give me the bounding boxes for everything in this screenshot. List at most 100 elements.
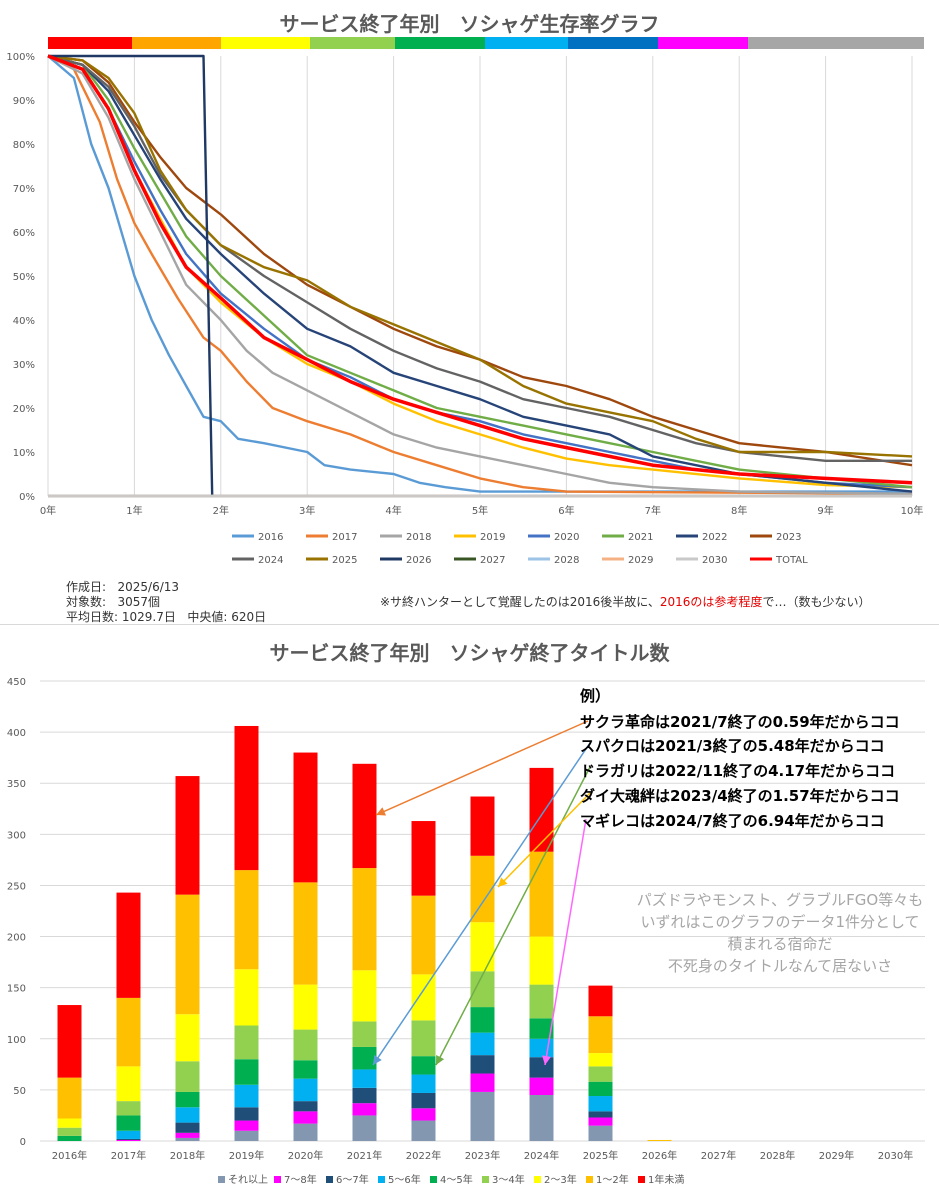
y-tick-label: 70% bbox=[13, 184, 35, 195]
bar-chart-panel: サービス終了年別 ソシャゲ終了タイトル数 0 50 100 150 200 250 300 3… bbox=[0, 624, 939, 1201]
annotation-arrowhead bbox=[373, 1055, 382, 1065]
legend-label: 2030 bbox=[702, 555, 727, 566]
annotation-arrow bbox=[375, 720, 589, 816]
x-tick-label: 2018年 bbox=[170, 1149, 205, 1162]
legend-label: 2017 bbox=[332, 532, 357, 543]
annotation-arrow bbox=[372, 742, 591, 1066]
color-bar-segment bbox=[221, 37, 310, 49]
bar-segment bbox=[57, 1077, 82, 1119]
bar-segment bbox=[352, 1087, 377, 1104]
bar-segment bbox=[470, 1091, 495, 1141]
y-tick-label: 60% bbox=[13, 228, 35, 239]
bar-segment bbox=[116, 1139, 141, 1141]
bar-segment bbox=[175, 894, 200, 1015]
color-bar-segment bbox=[748, 37, 924, 49]
bar-segment bbox=[647, 1139, 672, 1141]
legend-label: 2026 bbox=[406, 555, 431, 566]
x-tick-label: 10年 bbox=[901, 504, 924, 517]
x-tick-label: 2028年 bbox=[760, 1149, 795, 1162]
bar-segment bbox=[234, 725, 259, 871]
legend-label: 2020 bbox=[554, 532, 579, 543]
x-tick-label: 2020年 bbox=[288, 1149, 323, 1162]
legend-swatch bbox=[430, 1176, 437, 1183]
avg-label: 平均日数: bbox=[66, 610, 119, 624]
legend-label: 2023 bbox=[776, 532, 801, 543]
count-value: 3057個 bbox=[117, 595, 161, 609]
y-tick-label: 50% bbox=[13, 272, 35, 283]
bar-segment bbox=[293, 1101, 318, 1112]
bar-segment bbox=[175, 776, 200, 895]
y-tick-label: 200 bbox=[7, 933, 26, 944]
bar-segment bbox=[234, 1107, 259, 1121]
bar-segment bbox=[116, 892, 141, 998]
x-tick-label: 2021年 bbox=[347, 1149, 382, 1162]
bar-segment bbox=[529, 1018, 554, 1039]
bar-segment bbox=[411, 974, 436, 1021]
y-tick-label: 100% bbox=[6, 52, 35, 63]
annotation-arrow bbox=[435, 766, 591, 1066]
x-tick-label: 0年 bbox=[40, 504, 56, 517]
bar-segment bbox=[529, 1038, 554, 1058]
series-line bbox=[47, 54, 913, 495]
bar-segment bbox=[470, 1055, 495, 1074]
bar-segment bbox=[352, 1069, 377, 1088]
bar-segment bbox=[175, 1091, 200, 1108]
note-prefix: ※サ終ハンターとして覚醒したのは2016後半故に、 bbox=[380, 595, 660, 609]
y-tick-label: 50 bbox=[13, 1086, 26, 1097]
bar-segment bbox=[293, 752, 318, 883]
bar-segment bbox=[116, 1138, 141, 1140]
bar-segment bbox=[293, 1111, 318, 1124]
annotation-sakura: サクラ革命は2021/7終了の0.59年だからココ bbox=[580, 713, 900, 731]
x-tick-label: 2025年 bbox=[583, 1149, 618, 1162]
bar-segment bbox=[116, 1101, 141, 1116]
legend-label: 2～3年 bbox=[544, 1173, 577, 1186]
bar-segment bbox=[352, 1046, 377, 1070]
bar-segment bbox=[234, 1084, 259, 1108]
bar-segment bbox=[175, 1061, 200, 1092]
immortal-note-line: パズドラやモンスト、グラブルFGO等々も bbox=[636, 891, 924, 909]
bar-segment bbox=[175, 1014, 200, 1062]
y-tick-label: 400 bbox=[7, 728, 26, 739]
created-label: 作成日: bbox=[66, 580, 107, 594]
immortal-note-line: 積まれる宿命だ bbox=[727, 935, 833, 953]
bar-segment bbox=[57, 1127, 82, 1136]
bar-segment bbox=[588, 1081, 613, 1097]
bar-segment bbox=[352, 763, 377, 869]
legend-label: 2028 bbox=[554, 555, 579, 566]
bar-segment bbox=[470, 922, 495, 972]
bar-segment bbox=[352, 1103, 377, 1116]
created-line: 作成日: 2025/6/13 bbox=[66, 578, 179, 595]
x-tick-label: 4年 bbox=[385, 504, 401, 517]
y-tick-label: 0% bbox=[19, 492, 35, 503]
legend-label: 1年未満 bbox=[648, 1173, 684, 1186]
annotation-arrow bbox=[544, 818, 587, 1066]
note-suffix: で…（数も少ない） bbox=[762, 595, 871, 609]
survival-chart-panel: サービス終了年別 ソシャゲ生存率グラフ 0年 1年 2年 3年 4年 5年 6年 7年 8年 9年… bbox=[0, 0, 939, 579]
bar-segment bbox=[352, 868, 377, 971]
bar-segment bbox=[470, 796, 495, 856]
bar-segment bbox=[588, 1111, 613, 1118]
bar-segment bbox=[175, 1137, 200, 1141]
created-value: 2025/6/13 bbox=[117, 580, 180, 594]
annotation-magireco: マギレコは2024/7終了の6.94年だからココ bbox=[580, 812, 885, 830]
annotation-arrowhead bbox=[376, 807, 387, 816]
color-bar-segment bbox=[568, 37, 658, 49]
avg-value: 1029.7日 bbox=[121, 610, 176, 624]
x-tick-label: 2026年 bbox=[642, 1149, 677, 1162]
avg-line: 平均日数: 1029.7日 中央値: 620日 bbox=[66, 608, 266, 625]
legend-label: 2019 bbox=[480, 532, 505, 543]
legend-label: 2021 bbox=[628, 532, 653, 543]
bar-segment bbox=[175, 1132, 200, 1138]
color-bar-segment bbox=[310, 37, 395, 49]
bar-segment bbox=[411, 895, 436, 975]
bar-segment bbox=[529, 984, 554, 1019]
legend-swatch bbox=[274, 1176, 281, 1183]
legend-label: 2024 bbox=[258, 555, 283, 566]
annotation-arrowhead bbox=[542, 1055, 551, 1065]
y-tick-label: 40% bbox=[13, 316, 35, 327]
legend-swatch bbox=[378, 1176, 385, 1183]
median-label: 中央値: bbox=[187, 610, 228, 624]
y-tick-label: 90% bbox=[13, 96, 35, 107]
bar-segment bbox=[529, 851, 554, 937]
bar-segment bbox=[529, 1077, 554, 1095]
